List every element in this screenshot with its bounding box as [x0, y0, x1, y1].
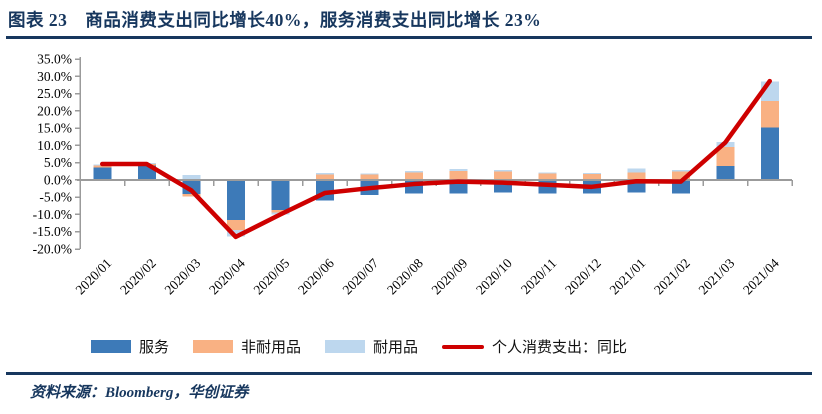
bar-segment-nondurables: [93, 165, 112, 168]
x-axis-label: 2021/03: [695, 255, 737, 297]
bar-segment-nondurables: [315, 174, 334, 180]
bar-segment-services: [182, 179, 201, 195]
bar-segment-nondurables: [404, 172, 423, 180]
bar-segment-nondurables: [538, 173, 557, 180]
x-axis-label: 2020/10: [473, 255, 515, 297]
y-axis-label: 15.0%: [37, 121, 72, 136]
y-axis-label: 35.0%: [37, 52, 72, 67]
legend-label: 非耐用品: [240, 340, 301, 356]
data-source-note: 资料来源：Bloomberg，华创证券: [30, 385, 249, 401]
y-axis-label: -10.0%: [33, 207, 72, 222]
y-axis-label: 10.0%: [37, 138, 72, 153]
legend-color-swatch: [90, 340, 131, 353]
bar-segment-nondurables: [582, 174, 601, 180]
x-axis-label: 2021/04: [740, 255, 782, 297]
bar-segment-nondurables: [493, 171, 512, 180]
legend-line-swatch: [442, 344, 485, 349]
bar-segment-services: [716, 166, 735, 180]
y-axis-label: 25.0%: [37, 86, 72, 101]
y-axis-label: 0.0%: [44, 172, 72, 187]
bar-segment-durables: [493, 170, 512, 172]
bar-segment-durables: [671, 170, 690, 172]
y-axis-label: -20.0%: [33, 242, 72, 257]
x-axis-label: 2020/12: [562, 256, 604, 298]
x-axis-label: 2020/05: [250, 255, 292, 297]
line-pce-yoy: [100, 78, 772, 240]
figure-title: 图表 23 商品消费支出同比增长40%，服务消费支出同比增长 23%: [8, 10, 542, 30]
bar-segment-nondurables: [671, 171, 690, 180]
x-axis-label: 2020/07: [339, 255, 381, 297]
bar-segment-nondurables: [760, 100, 779, 128]
y-axis-label: -5.0%: [39, 190, 72, 205]
bar-segment-durables: [449, 169, 468, 171]
bar-segment-durables: [182, 175, 201, 180]
bar-segment-nondurables: [627, 172, 646, 180]
bar-segment-durables: [627, 168, 646, 173]
footer-divider: [6, 372, 812, 375]
bar-segment-nondurables: [360, 174, 379, 180]
bar-segment-services: [93, 167, 112, 180]
y-axis-label: 30.0%: [37, 69, 72, 84]
x-axis-label: 2020/04: [206, 255, 248, 297]
x-axis-label: 2020/01: [72, 256, 114, 298]
bar-segment-services: [226, 179, 245, 220]
bar-segment-nondurables: [716, 147, 735, 167]
bar-segment-nondurables: [449, 170, 468, 180]
x-axis-label: 2020/09: [428, 255, 470, 297]
y-axis-label: -15.0%: [33, 224, 72, 239]
bar-segment-services: [760, 127, 779, 180]
legend-color-swatch: [192, 340, 233, 353]
x-axis-label: 2020/02: [117, 256, 159, 298]
bar-segment-durables: [360, 173, 379, 175]
bar-segment-durables: [538, 172, 557, 174]
legend-color-swatch: [325, 340, 365, 353]
x-axis-label: 2020/06: [295, 255, 337, 297]
legend-item-services: 服务: [90, 336, 169, 357]
chart-canvas: -20.0% -15.0% -10.0% -5.0% 0.0% 5.0% 10.0% 15.0…: [33, 52, 793, 298]
bar-segment-nondurables: [271, 209, 290, 213]
legend-item-durables: 耐用品: [325, 336, 418, 357]
bar-segment-durables: [582, 173, 601, 175]
x-axis-label: 2020/08: [384, 255, 426, 297]
legend-label: 耐用品: [373, 340, 419, 356]
legend-item-nondurables: 非耐用品: [192, 336, 301, 357]
bar-segment-nondurables: [226, 219, 245, 230]
bar-segment-durables: [226, 230, 245, 237]
legend-label: 个人消费支出：同比: [492, 340, 628, 356]
title-divider: [6, 36, 812, 39]
bar-segment-durables: [315, 173, 334, 175]
bar-segment-services: [271, 179, 290, 210]
bar-segment-durables: [404, 170, 423, 173]
y-axis-label: 20.0%: [37, 103, 72, 118]
x-axis-label: 2021/02: [651, 256, 693, 298]
bar-segment-nondurables: [182, 194, 201, 197]
x-axis-label: 2020/11: [518, 256, 560, 298]
chart-legend: 服务 非耐用品 耐用品 个人消费支出：同比: [0, 336, 770, 357]
legend-item-pce-yoy: 个人消费支出：同比: [442, 336, 627, 357]
legend-label: 服务: [138, 340, 169, 356]
y-axis-label: 5.0%: [44, 155, 72, 170]
x-axis-label: 2021/01: [606, 256, 648, 298]
x-axis-label: 2020/03: [161, 255, 203, 297]
